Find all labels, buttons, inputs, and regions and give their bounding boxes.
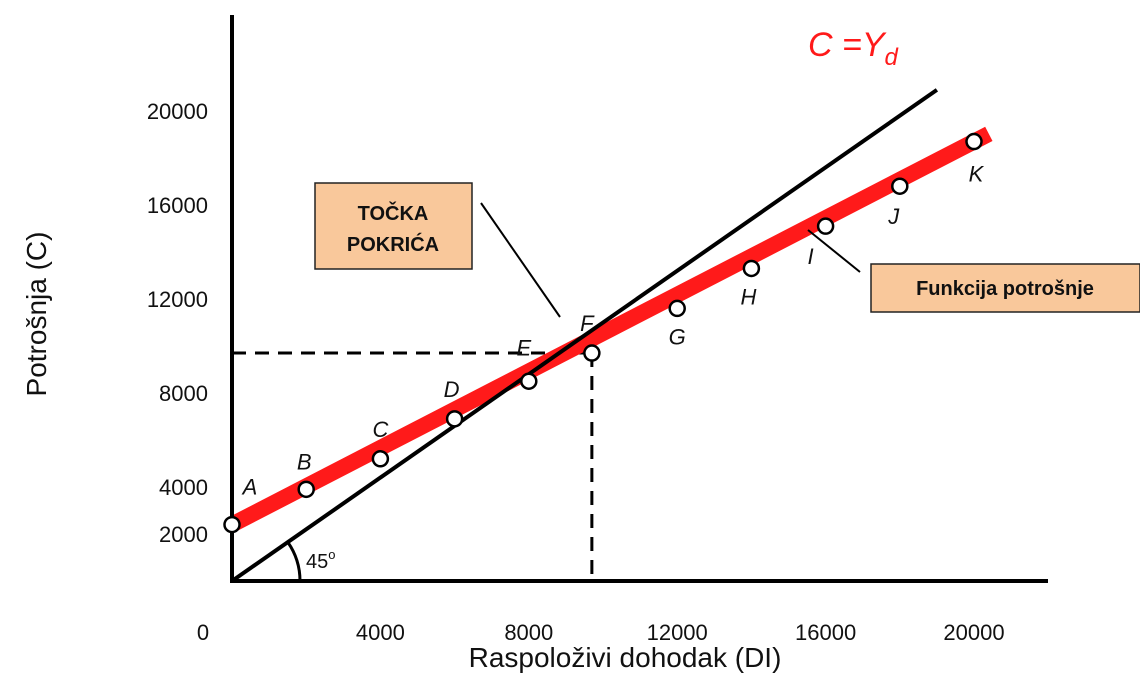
data-point-b xyxy=(297,480,315,499)
consumption-function-box xyxy=(870,263,1140,313)
y-tick-label: 16000 xyxy=(147,193,208,218)
forty-five-degree-line xyxy=(230,88,939,583)
line-label-main: C =Y xyxy=(808,26,887,64)
breakeven-annotation: TOČKA POKRIĆA xyxy=(314,182,561,318)
consumption-function-line xyxy=(228,126,993,532)
breakeven-pointer xyxy=(480,202,561,318)
data-point-label-a: A xyxy=(241,475,258,500)
angle-marker xyxy=(286,541,302,582)
breakeven-box xyxy=(314,182,473,270)
angle-label: 45o xyxy=(306,547,335,573)
x-axis-title: Raspoloživi dohodak (DI) xyxy=(469,642,782,673)
data-point-h xyxy=(742,259,761,278)
y-tick-label: 4000 xyxy=(159,475,208,500)
x-tick-label: 16000 xyxy=(795,620,856,645)
x-tick-label: 4000 xyxy=(356,620,405,645)
data-point-e xyxy=(520,372,538,390)
consumption-function-pointer xyxy=(807,229,861,273)
data-point-label-h: H xyxy=(740,284,756,309)
data-point-label-i: I xyxy=(808,244,814,269)
data-point-label-c: C xyxy=(372,417,388,442)
data-point-d xyxy=(445,410,464,428)
y-tick-label: 20000 xyxy=(147,99,208,124)
y-tick-label: 8000 xyxy=(159,381,208,406)
axes xyxy=(230,15,1048,583)
angle-unit: o xyxy=(328,547,335,562)
data-point-label-e: E xyxy=(516,335,531,360)
y-tick-labels: 2000 4000 8000 12000 16000 20000 xyxy=(147,99,208,547)
x-tick-labels: 0 4000 8000 12000 16000 20000 xyxy=(197,620,1005,645)
data-point-label-k: K xyxy=(969,162,985,187)
data-point-label-g: G xyxy=(669,324,686,349)
data-point-label-d: D xyxy=(444,377,460,402)
x-tick-label: 20000 xyxy=(943,620,1004,645)
line-label-c-equals-yd: C =Yd xyxy=(808,26,899,71)
data-point-f xyxy=(583,344,601,362)
breakeven-label-line1: TOČKA xyxy=(358,201,429,225)
breakeven-guide-lines xyxy=(232,351,594,581)
angle-value: 45 xyxy=(306,551,328,573)
data-points: A B C D E F G H I J K xyxy=(223,132,985,534)
x-tick-label: 12000 xyxy=(647,620,708,645)
data-point-g xyxy=(668,299,686,318)
y-axis-title: Potrošnja (C) xyxy=(21,232,52,397)
angle-arc xyxy=(286,541,302,582)
x-tick-label: 8000 xyxy=(504,620,553,645)
data-point-a xyxy=(223,515,241,534)
y-tick-label: 12000 xyxy=(147,287,208,312)
breakeven-label-line2: POKRIĆA xyxy=(347,232,439,256)
consumption-function-annotation: Funkcija potrošnje xyxy=(807,229,1140,313)
data-point-label-j: J xyxy=(887,204,900,229)
line-label-subscript: d xyxy=(885,44,899,71)
data-point-k xyxy=(965,132,983,151)
data-point-label-f: F xyxy=(580,311,595,336)
y-tick-label: 2000 xyxy=(159,522,208,547)
data-point-label-b: B xyxy=(297,449,312,474)
data-point-c xyxy=(371,450,390,468)
data-point-i xyxy=(816,217,835,235)
consumption-function-label: Funkcija potrošnje xyxy=(916,278,1094,300)
data-point-j xyxy=(891,177,909,195)
x-tick-label: 0 xyxy=(197,620,209,645)
series-lines xyxy=(228,88,993,583)
